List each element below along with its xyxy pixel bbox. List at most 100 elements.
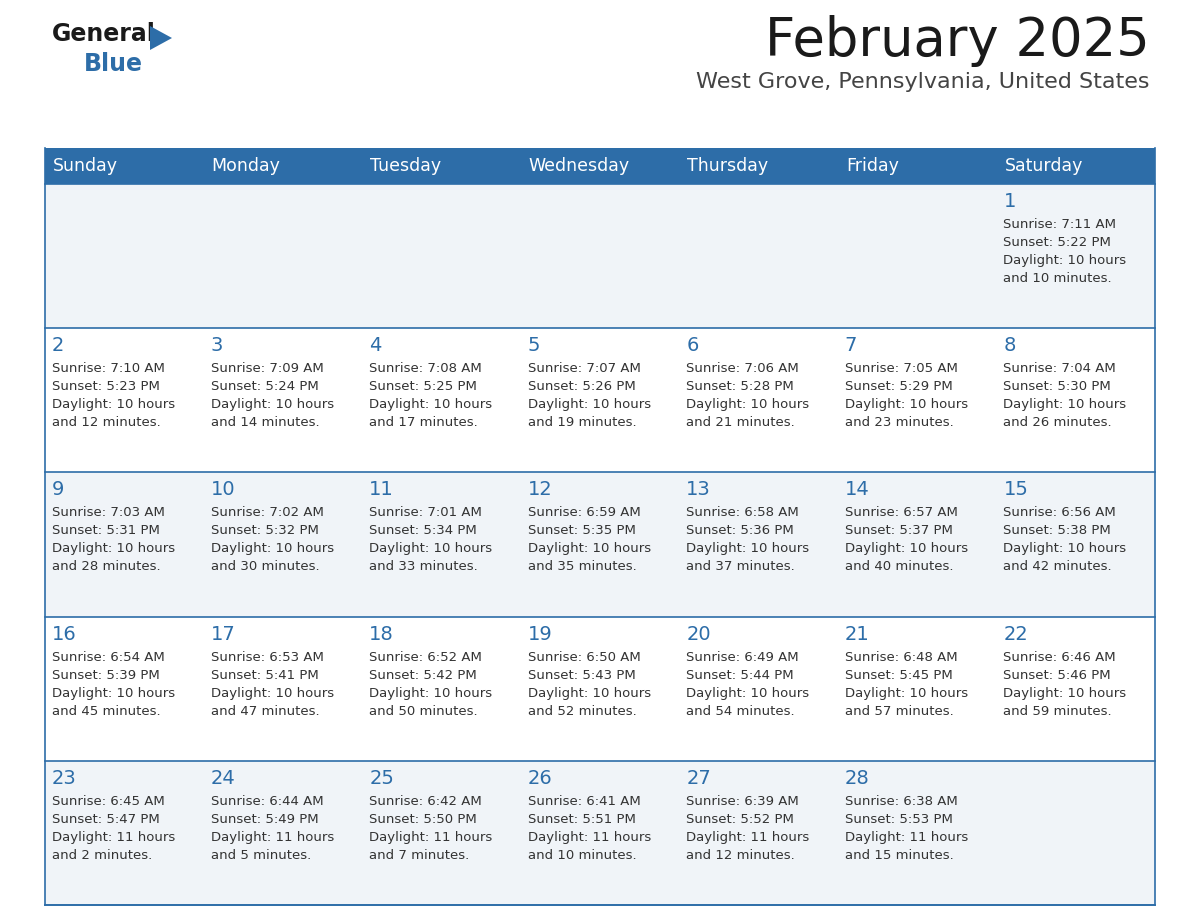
Text: Daylight: 10 hours: Daylight: 10 hours: [845, 687, 968, 700]
Text: Daylight: 10 hours: Daylight: 10 hours: [210, 687, 334, 700]
Text: Daylight: 10 hours: Daylight: 10 hours: [687, 398, 809, 411]
Text: and 35 minutes.: and 35 minutes.: [527, 560, 637, 574]
Text: Sunset: 5:43 PM: Sunset: 5:43 PM: [527, 668, 636, 681]
Text: Sunset: 5:37 PM: Sunset: 5:37 PM: [845, 524, 953, 537]
Text: 15: 15: [1004, 480, 1029, 499]
Text: Daylight: 10 hours: Daylight: 10 hours: [210, 543, 334, 555]
Text: 7: 7: [845, 336, 858, 355]
Text: Sunset: 5:22 PM: Sunset: 5:22 PM: [1004, 236, 1111, 249]
Text: Sunset: 5:31 PM: Sunset: 5:31 PM: [52, 524, 160, 537]
Text: 23: 23: [52, 768, 77, 788]
Text: and 59 minutes.: and 59 minutes.: [1004, 705, 1112, 718]
Text: and 50 minutes.: and 50 minutes.: [369, 705, 478, 718]
Text: Daylight: 10 hours: Daylight: 10 hours: [845, 398, 968, 411]
Text: and 5 minutes.: and 5 minutes.: [210, 849, 311, 862]
Text: 17: 17: [210, 624, 235, 644]
Text: Sunset: 5:24 PM: Sunset: 5:24 PM: [210, 380, 318, 393]
Text: Sunrise: 6:39 AM: Sunrise: 6:39 AM: [687, 795, 800, 808]
Bar: [45, 148, 1155, 184]
Text: Sunrise: 7:10 AM: Sunrise: 7:10 AM: [52, 363, 165, 375]
Text: Daylight: 10 hours: Daylight: 10 hours: [527, 687, 651, 700]
Text: 20: 20: [687, 624, 710, 644]
Text: Daylight: 10 hours: Daylight: 10 hours: [52, 687, 175, 700]
Text: Sunrise: 7:03 AM: Sunrise: 7:03 AM: [52, 507, 165, 520]
Text: 13: 13: [687, 480, 712, 499]
Text: 8: 8: [1004, 336, 1016, 355]
Text: Sunrise: 6:57 AM: Sunrise: 6:57 AM: [845, 507, 958, 520]
Text: Sunset: 5:53 PM: Sunset: 5:53 PM: [845, 812, 953, 826]
Text: General: General: [52, 22, 156, 46]
Text: Sunrise: 6:49 AM: Sunrise: 6:49 AM: [687, 651, 798, 664]
Text: Daylight: 10 hours: Daylight: 10 hours: [369, 398, 492, 411]
Text: Sunset: 5:32 PM: Sunset: 5:32 PM: [210, 524, 318, 537]
Text: Sunset: 5:25 PM: Sunset: 5:25 PM: [369, 380, 478, 393]
Text: and 12 minutes.: and 12 minutes.: [687, 849, 795, 862]
Text: 4: 4: [369, 336, 381, 355]
Text: Sunrise: 6:45 AM: Sunrise: 6:45 AM: [52, 795, 165, 808]
Text: Sunrise: 7:01 AM: Sunrise: 7:01 AM: [369, 507, 482, 520]
Text: Sunrise: 7:05 AM: Sunrise: 7:05 AM: [845, 363, 958, 375]
Text: Monday: Monday: [211, 157, 280, 175]
Text: Daylight: 10 hours: Daylight: 10 hours: [369, 543, 492, 555]
Text: Daylight: 10 hours: Daylight: 10 hours: [369, 687, 492, 700]
Text: Sunset: 5:50 PM: Sunset: 5:50 PM: [369, 812, 476, 826]
Text: and 37 minutes.: and 37 minutes.: [687, 560, 795, 574]
Bar: [45, 329, 1155, 473]
Text: and 23 minutes.: and 23 minutes.: [845, 416, 954, 430]
Text: Daylight: 10 hours: Daylight: 10 hours: [687, 543, 809, 555]
Text: 14: 14: [845, 480, 870, 499]
Text: 18: 18: [369, 624, 394, 644]
Text: Friday: Friday: [846, 157, 899, 175]
Text: Sunrise: 6:56 AM: Sunrise: 6:56 AM: [1004, 507, 1117, 520]
Text: Sunset: 5:51 PM: Sunset: 5:51 PM: [527, 812, 636, 826]
Text: Sunrise: 6:46 AM: Sunrise: 6:46 AM: [1004, 651, 1116, 664]
Text: Daylight: 11 hours: Daylight: 11 hours: [527, 831, 651, 844]
Text: Saturday: Saturday: [1004, 157, 1082, 175]
Text: Daylight: 11 hours: Daylight: 11 hours: [845, 831, 968, 844]
Text: Tuesday: Tuesday: [371, 157, 441, 175]
Text: Sunset: 5:45 PM: Sunset: 5:45 PM: [845, 668, 953, 681]
Text: Sunset: 5:47 PM: Sunset: 5:47 PM: [52, 812, 159, 826]
Text: and 2 minutes.: and 2 minutes.: [52, 849, 152, 862]
Text: Sunrise: 7:06 AM: Sunrise: 7:06 AM: [687, 363, 800, 375]
Text: Sunrise: 6:50 AM: Sunrise: 6:50 AM: [527, 651, 640, 664]
Text: Sunrise: 7:04 AM: Sunrise: 7:04 AM: [1004, 363, 1117, 375]
Text: West Grove, Pennsylvania, United States: West Grove, Pennsylvania, United States: [696, 72, 1150, 92]
Text: Thursday: Thursday: [688, 157, 769, 175]
Text: Sunset: 5:36 PM: Sunset: 5:36 PM: [687, 524, 794, 537]
Text: Sunrise: 6:42 AM: Sunrise: 6:42 AM: [369, 795, 482, 808]
Text: Sunset: 5:23 PM: Sunset: 5:23 PM: [52, 380, 160, 393]
Text: Sunset: 5:29 PM: Sunset: 5:29 PM: [845, 380, 953, 393]
Text: 26: 26: [527, 768, 552, 788]
Text: 25: 25: [369, 768, 394, 788]
Text: and 26 minutes.: and 26 minutes.: [1004, 416, 1112, 430]
Text: Sunset: 5:38 PM: Sunset: 5:38 PM: [1004, 524, 1111, 537]
Bar: [45, 184, 1155, 329]
Text: Sunset: 5:30 PM: Sunset: 5:30 PM: [1004, 380, 1111, 393]
Text: and 57 minutes.: and 57 minutes.: [845, 705, 954, 718]
Text: and 19 minutes.: and 19 minutes.: [527, 416, 637, 430]
Text: Sunset: 5:49 PM: Sunset: 5:49 PM: [210, 812, 318, 826]
Text: and 42 minutes.: and 42 minutes.: [1004, 560, 1112, 574]
Text: and 30 minutes.: and 30 minutes.: [210, 560, 320, 574]
Text: and 10 minutes.: and 10 minutes.: [1004, 272, 1112, 285]
Text: and 54 minutes.: and 54 minutes.: [687, 705, 795, 718]
Text: Daylight: 10 hours: Daylight: 10 hours: [527, 543, 651, 555]
Text: 2: 2: [52, 336, 64, 355]
Text: Daylight: 10 hours: Daylight: 10 hours: [210, 398, 334, 411]
Text: Daylight: 10 hours: Daylight: 10 hours: [1004, 254, 1126, 267]
Text: and 14 minutes.: and 14 minutes.: [210, 416, 320, 430]
Bar: [45, 473, 1155, 617]
Text: and 7 minutes.: and 7 minutes.: [369, 849, 469, 862]
Text: 21: 21: [845, 624, 870, 644]
Text: Sunrise: 6:54 AM: Sunrise: 6:54 AM: [52, 651, 165, 664]
Text: 24: 24: [210, 768, 235, 788]
Text: Daylight: 10 hours: Daylight: 10 hours: [845, 543, 968, 555]
Text: Daylight: 11 hours: Daylight: 11 hours: [210, 831, 334, 844]
Text: Sunrise: 6:52 AM: Sunrise: 6:52 AM: [369, 651, 482, 664]
Text: and 40 minutes.: and 40 minutes.: [845, 560, 953, 574]
Text: Sunday: Sunday: [53, 157, 118, 175]
Text: 1: 1: [1004, 192, 1016, 211]
Text: Sunrise: 6:58 AM: Sunrise: 6:58 AM: [687, 507, 800, 520]
Text: Daylight: 10 hours: Daylight: 10 hours: [52, 543, 175, 555]
